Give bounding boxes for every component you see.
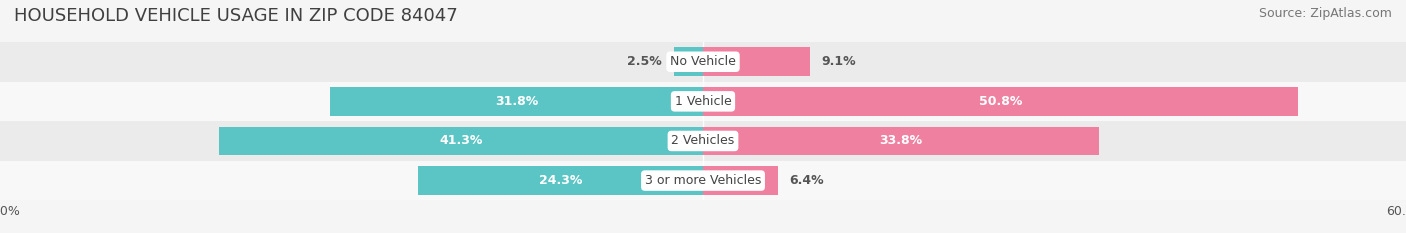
Text: 33.8%: 33.8% — [879, 134, 922, 147]
Text: 2.5%: 2.5% — [627, 55, 662, 68]
Text: 31.8%: 31.8% — [495, 95, 538, 108]
Text: HOUSEHOLD VEHICLE USAGE IN ZIP CODE 84047: HOUSEHOLD VEHICLE USAGE IN ZIP CODE 8404… — [14, 7, 458, 25]
Text: 50.8%: 50.8% — [979, 95, 1022, 108]
Text: 24.3%: 24.3% — [538, 174, 582, 187]
Text: No Vehicle: No Vehicle — [671, 55, 735, 68]
Bar — [703, 48, 810, 76]
Bar — [703, 127, 1099, 155]
Text: 6.4%: 6.4% — [790, 174, 824, 187]
Bar — [0, 42, 1406, 82]
Bar — [0, 82, 1406, 121]
Bar — [703, 166, 778, 195]
Text: 3 or more Vehicles: 3 or more Vehicles — [645, 174, 761, 187]
Bar — [673, 48, 703, 76]
Bar — [0, 121, 1406, 161]
Text: 9.1%: 9.1% — [821, 55, 856, 68]
Bar — [419, 166, 703, 195]
Legend: Owner-occupied, Renter-occupied: Owner-occupied, Renter-occupied — [574, 231, 832, 233]
Text: 41.3%: 41.3% — [439, 134, 482, 147]
Bar — [0, 161, 1406, 200]
Bar — [219, 127, 703, 155]
Text: 1 Vehicle: 1 Vehicle — [675, 95, 731, 108]
Text: 2 Vehicles: 2 Vehicles — [672, 134, 734, 147]
Text: Source: ZipAtlas.com: Source: ZipAtlas.com — [1258, 7, 1392, 20]
Bar — [330, 87, 703, 116]
Bar — [703, 87, 1298, 116]
